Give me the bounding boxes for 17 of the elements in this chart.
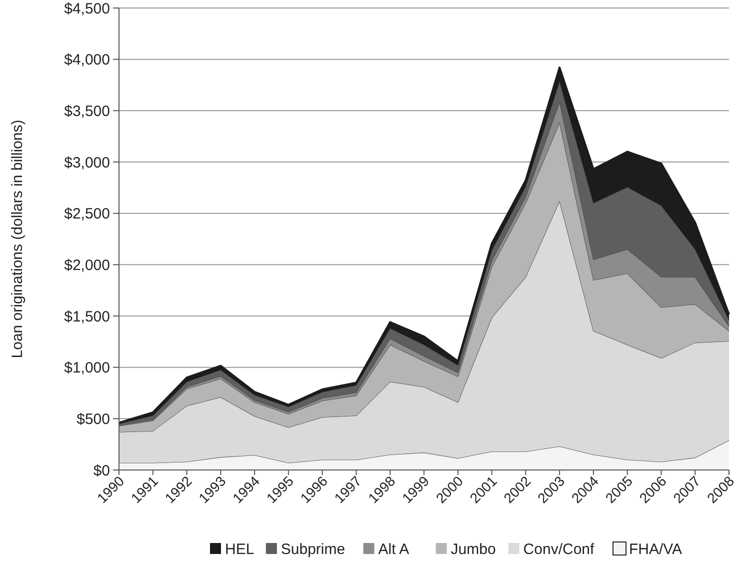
y-tick-label: $1,500 (64, 308, 110, 326)
y-tick-label: $3,500 (64, 102, 110, 120)
legend-label: Subprime (280, 541, 346, 558)
y-tick-label: $3,000 (64, 154, 110, 172)
y-tick-label: $500 (76, 410, 110, 428)
y-tick-label: $2,000 (64, 256, 110, 274)
legend-label: HEL (225, 541, 254, 558)
y-tick-label: $0 (93, 462, 110, 480)
legend-label: Alt A (378, 541, 410, 558)
y-tick-label: $4,000 (64, 52, 110, 69)
y-axis-title: Loan originations (dollars in billions) (9, 120, 26, 358)
y-tick-label: $1,000 (64, 360, 110, 377)
legend-label: Conv/Conf (523, 541, 595, 558)
legend-label: FHA/VA (629, 541, 682, 558)
y-tick-label: $2,500 (64, 206, 110, 223)
legend-label: Jumbo (450, 541, 496, 558)
y-tick-label: $4,500 (64, 0, 110, 18)
